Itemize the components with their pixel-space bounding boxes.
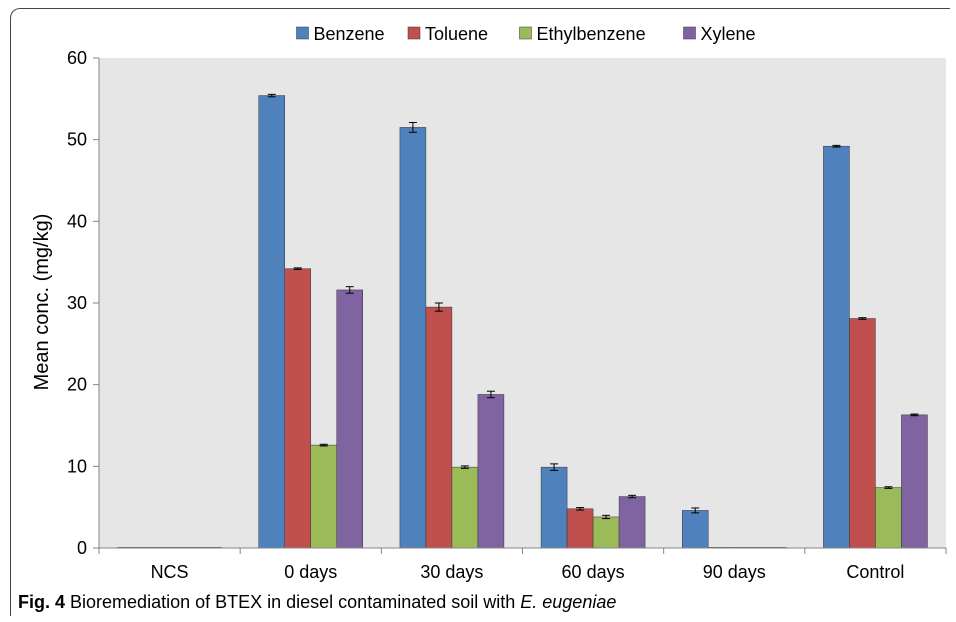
- bar-benzene: [399, 127, 427, 549]
- x-tick-label: 60 days: [562, 562, 625, 582]
- caption-organism: E. eugeniae: [520, 592, 617, 612]
- legend-swatch-benzene: [296, 26, 309, 40]
- bar-ethylbenzene: [592, 516, 620, 549]
- bar-xylene: [618, 496, 646, 549]
- error-bar-group: [267, 93, 919, 520]
- bar-ethylbenzene: [875, 487, 902, 549]
- x-tick-label: 0 days: [284, 562, 337, 582]
- bar-benzene: [540, 466, 568, 549]
- y-tick-label: 20: [67, 375, 87, 395]
- bar-toluene: [284, 268, 311, 549]
- bar-benzene: [823, 145, 850, 549]
- plot-area: [99, 58, 946, 548]
- axes: 0 10 20 30 40 50 60 NCS 0 days 30 days 60 days 90 d…: [67, 48, 947, 582]
- y-tick-label: 30: [67, 293, 87, 313]
- figure-frame: [10, 8, 950, 616]
- bar-ethylbenzene: [310, 444, 337, 549]
- bar-xylene: [901, 414, 928, 549]
- y-tick-label: 60: [67, 48, 87, 68]
- legend-label-benzene: Benzene: [314, 24, 385, 44]
- legend-swatch-toluene: [407, 26, 421, 40]
- bar-toluene: [849, 318, 876, 549]
- bar-benzene: [682, 510, 709, 549]
- caption-text: Bioremediation of BTEX in diesel contami…: [70, 592, 521, 612]
- bar-xylene: [477, 394, 505, 549]
- legend-label-xylene: Xylene: [701, 24, 756, 44]
- y-tick-label: 0: [77, 538, 87, 558]
- y-tick-label: 10: [67, 456, 87, 476]
- bar-toluene: [425, 306, 453, 549]
- legend-label-toluene: Toluene: [425, 24, 488, 44]
- x-tick-label: Control: [846, 562, 904, 582]
- bar-group: [117, 95, 928, 549]
- bar-toluene: [566, 508, 594, 549]
- figure-caption: Fig. 4 Bioremediation of BTEX in diesel …: [18, 592, 616, 613]
- bar-benzene: [258, 95, 285, 549]
- bar-xylene: [336, 289, 363, 549]
- y-tick-label: 50: [67, 130, 87, 150]
- x-tick-label: NCS: [151, 562, 189, 582]
- legend-swatch-ethylbenzene: [519, 26, 532, 40]
- figure-label: Fig. 4: [18, 592, 66, 612]
- legend-swatch-xylene: [683, 26, 696, 40]
- bar-ethylbenzene: [451, 466, 479, 549]
- chart-legend: Benzene Toluene Ethylbenzene Xylene: [296, 24, 756, 44]
- x-tick-label: 90 days: [703, 562, 766, 582]
- bar-chart: Benzene Toluene Ethylbenzene Xylene 0 10 20 30…: [31, 24, 947, 582]
- y-axis-label: Mean conc. (mg/kg): [31, 214, 53, 391]
- x-tick-label: 30 days: [420, 562, 483, 582]
- legend-label-ethylbenzene: Ethylbenzene: [537, 24, 646, 44]
- y-tick-label: 40: [67, 211, 87, 231]
